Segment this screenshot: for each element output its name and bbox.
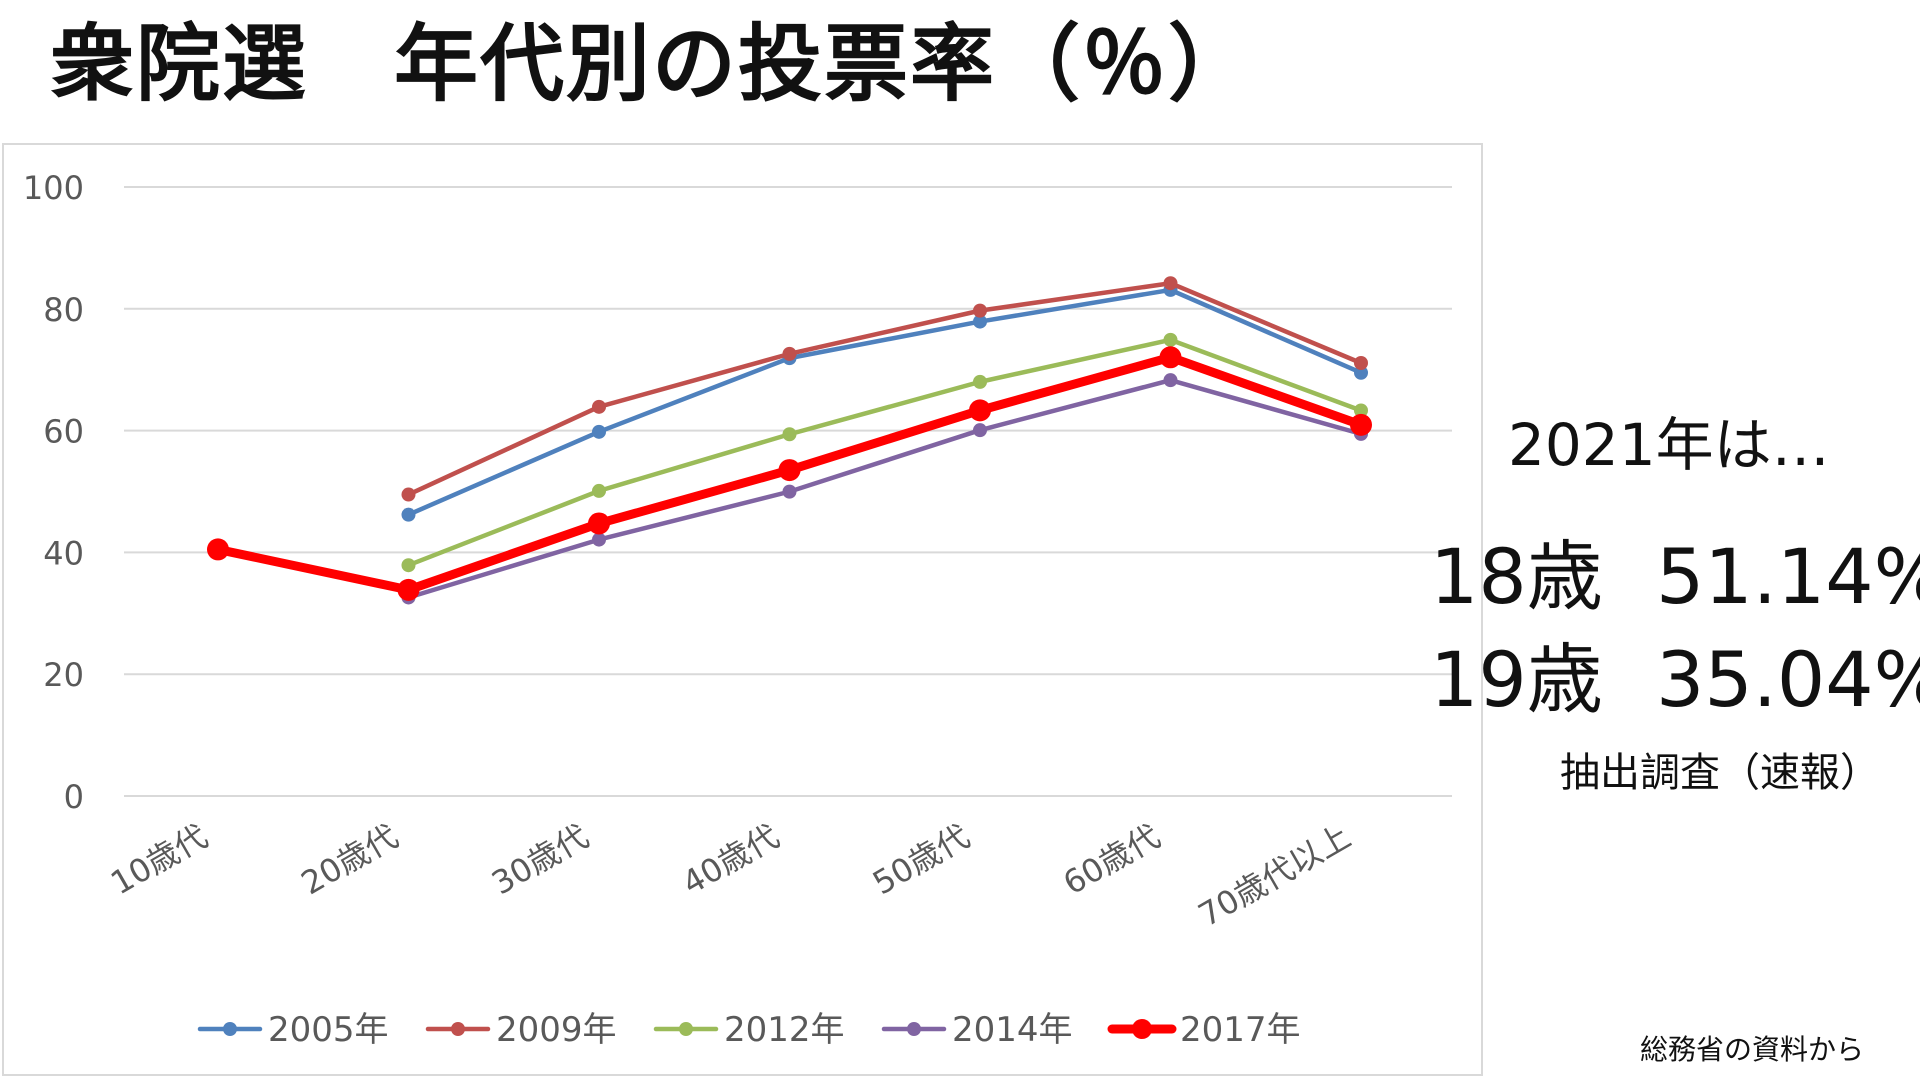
data-point-2012年 [1354,403,1368,418]
y-tick-label: 80 [43,291,84,329]
data-point-2017年 [207,538,229,561]
data-point-2009年 [973,303,987,318]
x-tick-label: 70歳代以上 [1192,817,1357,934]
legend-label: 2017年 [1180,1010,1301,1050]
survey-note: 抽出調査（速報） [1560,750,1880,796]
stat-row-19: 19歳 35.04% [1430,618,1920,728]
y-tick-label: 0 [64,778,84,816]
stat-value-18: 51.14% [1656,532,1920,621]
data-point-2017年 [588,512,610,535]
legend-marker [679,1022,693,1036]
legend-label: 2014年 [952,1010,1073,1050]
data-point-2012年 [592,483,606,498]
data-point-2017年 [969,399,991,422]
data-point-2017年 [1350,413,1372,436]
chart-frame: 0 20 40 60 80 100 10歳代 20歳代 30歳代 40歳代 50歳代 60歳代 70歳代… [2,143,1483,1076]
page-title: 衆院選 年代別の投票率（％） [50,15,1255,113]
y-tick-label: 20 [43,656,84,694]
data-point-2009年 [592,399,606,414]
data-point-2009年 [401,487,416,502]
data-point-2009年 [782,346,797,361]
legend-marker [451,1022,465,1036]
data-point-2014年 [782,484,797,499]
data-point-2005年 [1354,365,1368,380]
series-line-2005年 [406,287,1364,517]
y-tick-label: 100 [23,169,84,207]
series-line-2009年 [406,280,1364,497]
series-line-2012年 [406,337,1364,568]
legend-marker [907,1022,921,1036]
data-point-2012年 [1163,332,1178,347]
x-tick-label: 20歳代 [295,817,405,902]
x-tick-label: 50歳代 [866,817,976,902]
legend-marker [223,1022,237,1036]
x-tick-label: 10歳代 [104,817,214,902]
stat-row-18: 18歳 51.14% [1430,515,1920,625]
data-point-2012年 [973,374,987,389]
series-line-2014年 [406,377,1364,600]
stat-label-19: 19歳 [1430,635,1603,724]
stat-value-19: 35.04% [1656,635,1920,724]
legend-label: 2009年 [496,1010,617,1050]
legend-marker [1132,1019,1152,1039]
stat-label-18: 18歳 [1430,532,1603,621]
y-tick-label: 40 [43,534,84,572]
line-chart: 0 20 40 60 80 100 10歳代 20歳代 30歳代 40歳代 50歳代 60歳代 70歳代… [23,169,1452,1050]
data-point-2017年 [778,459,801,482]
data-point-2017年 [1159,346,1182,369]
data-point-2009年 [1354,356,1368,371]
data-point-2009年 [1163,276,1178,291]
data-point-2014年 [592,532,606,547]
side-heading: 2021年は… [1508,411,1830,479]
legend-label: 2005年 [268,1010,389,1050]
data-point-2014年 [973,423,987,438]
x-tick-label: 60歳代 [1057,817,1167,902]
legend-label: 2012年 [724,1010,845,1050]
source-note: 総務省の資料から [1640,1033,1865,1066]
data-point-2017年 [397,578,420,601]
x-tick-label: 30歳代 [485,817,595,902]
y-tick-label: 60 [43,413,84,451]
data-point-2014年 [1163,373,1178,388]
data-point-2012年 [401,558,416,573]
data-point-2012年 [782,427,797,442]
data-point-2005年 [401,507,416,522]
x-tick-label: 40歳代 [676,817,786,902]
data-point-2005年 [592,424,606,439]
data-point-2005年 [973,314,987,329]
